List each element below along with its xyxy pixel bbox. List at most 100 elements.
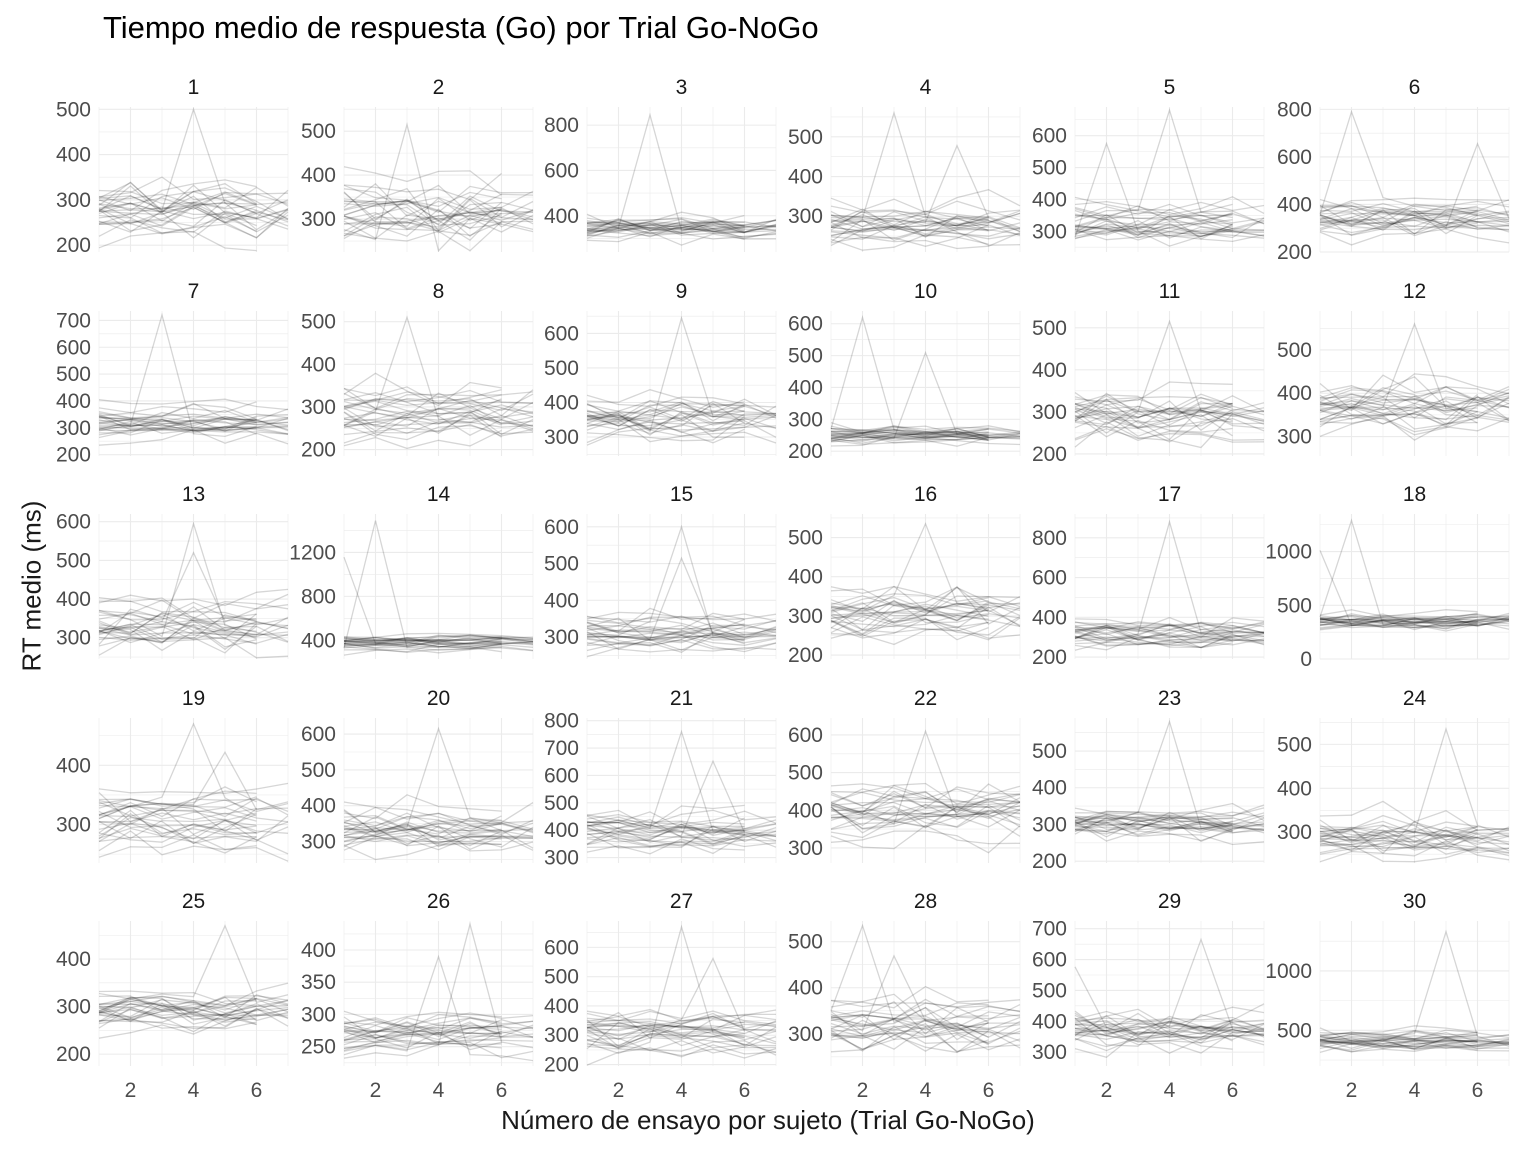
subject-series-line: [830, 783, 1021, 814]
y-tick-label: 400: [788, 977, 823, 1000]
subject-series-line: [98, 1005, 289, 1020]
y-tick-label: 700: [544, 737, 579, 760]
subject-series-line: [586, 1045, 777, 1059]
subject-series-line: [1074, 1015, 1265, 1037]
subject-series-line: [1074, 618, 1265, 628]
subject-series-line: [586, 811, 745, 832]
subject-series-line: [586, 410, 777, 438]
y-tick-label: 0: [1300, 648, 1312, 671]
subject-series-line: [586, 627, 777, 638]
y-tick-label: 400: [788, 566, 823, 589]
subject-series-line: [830, 1006, 1021, 1028]
subject-series-line: [98, 819, 289, 843]
subject-series-line: [586, 1033, 777, 1053]
subject-series-line: [1319, 414, 1510, 436]
subject-series-line: [830, 1026, 1021, 1052]
y-tick-label: 400: [301, 629, 336, 652]
subject-series-line: [1319, 621, 1510, 630]
y-tick-label: 300: [56, 996, 91, 1019]
subject-series-line: [98, 588, 289, 607]
subject-series-line: [343, 387, 502, 410]
subject-series-line: [586, 418, 777, 444]
subject-series-line: [98, 187, 289, 220]
subject-series-line: [830, 200, 1021, 221]
subject-series-line: [343, 823, 502, 848]
subject-series-line: [586, 406, 745, 423]
subject-series-line: [1074, 408, 1233, 428]
subject-series-line: [1319, 614, 1510, 629]
subject-series-line: [343, 1026, 502, 1040]
subject-series-line: [343, 411, 534, 441]
subject-series-line: [1319, 391, 1510, 415]
subject-series-line: [343, 372, 502, 407]
x-tick-label: 2: [125, 1079, 137, 1102]
subject-series-line: [830, 809, 1021, 830]
subject-series-line: [98, 551, 257, 623]
subject-series-line: [830, 593, 989, 612]
y-tick-label: 600: [301, 723, 336, 746]
subject-series-line: [830, 605, 1021, 620]
subject-series-line: [343, 632, 534, 640]
subject-series-line: [1319, 214, 1510, 229]
subject-series-line: [1074, 201, 1265, 217]
subject-series-line: [343, 209, 534, 225]
subject-series-line: [830, 783, 1021, 803]
y-tick-label: 600: [544, 516, 579, 539]
subject-series-line: [98, 623, 289, 636]
subject-series-line: [98, 184, 289, 219]
subject-series-line: [1319, 619, 1510, 627]
subject-series-line: [586, 641, 777, 653]
subject-series-line: [98, 621, 257, 640]
x-tick-label: 2: [370, 1079, 382, 1102]
subject-series-line: [343, 201, 502, 237]
subject-series-line: [98, 621, 257, 651]
y-tick-label: 400: [56, 754, 91, 777]
subject-series-line: [586, 625, 777, 639]
facet-strip-label: 12: [1403, 280, 1426, 303]
subject-series-line: [98, 426, 289, 436]
subject-series-line: [1319, 414, 1478, 441]
subject-series-line: [1074, 394, 1265, 422]
subject-series-line: [1074, 1017, 1265, 1035]
subject-series-line: [830, 797, 1021, 834]
subject-series-line: [98, 612, 257, 635]
subject-series-line: [1074, 622, 1265, 630]
subject-series-line: [343, 429, 502, 450]
subject-series-line: [98, 206, 289, 233]
subject-series-line: [343, 1017, 502, 1031]
y-tick-label: 400: [1032, 606, 1067, 629]
subject-series-line: [1319, 1029, 1478, 1038]
subject-series-line: [1074, 1031, 1233, 1059]
subject-series-line: [343, 1032, 502, 1051]
subject-series-line: [586, 224, 777, 238]
subject-series-line: [98, 623, 289, 644]
subject-series-line: [343, 641, 534, 649]
subject-series-line: [1074, 1019, 1233, 1039]
subject-series-line: [586, 825, 777, 849]
subject-series-line: [830, 1019, 1021, 1038]
facet-panel-16: 16 200 300 400 500: [788, 483, 1021, 667]
subject-series-line: [1074, 630, 1265, 642]
subject-series-line: [586, 415, 777, 431]
subject-series-line: [1319, 199, 1510, 216]
subject-series-line: [343, 639, 534, 648]
subject-series-line: [586, 612, 745, 634]
subject-series-line: [830, 615, 1021, 639]
facet-strip-label: 27: [670, 890, 693, 913]
subject-series-line: [1319, 614, 1478, 621]
y-tick-label: 1000: [1265, 541, 1312, 564]
subject-series-line: [343, 206, 534, 234]
subject-series-line: [830, 729, 1021, 837]
subject-series-line: [1074, 211, 1233, 225]
subject-series-line: [343, 207, 502, 242]
facet-panel-28: 28 300 400 500 2 4 6: [788, 890, 1021, 1102]
subject-series-line: [586, 1015, 777, 1030]
subject-series-line: [1319, 1038, 1478, 1045]
subject-series-line: [1319, 417, 1510, 433]
subject-series-line: [830, 586, 1021, 617]
subject-series-line: [98, 419, 289, 432]
subject-series-line: [830, 1013, 1021, 1038]
subject-series-line: [586, 227, 777, 239]
subject-series-line: [586, 422, 745, 435]
subject-series-line: [1074, 425, 1265, 441]
